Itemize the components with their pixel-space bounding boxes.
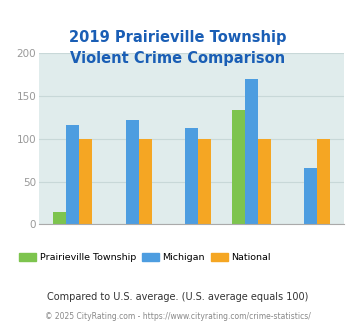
Bar [139,139,152,224]
Bar [185,128,198,224]
Legend: Prairieville Township, Michigan, National: Prairieville Township, Michigan, Nationa… [15,249,275,266]
Bar [53,212,66,224]
Text: Compared to U.S. average. (U.S. average equals 100): Compared to U.S. average. (U.S. average … [47,292,308,302]
Text: © 2025 CityRating.com - https://www.cityrating.com/crime-statistics/: © 2025 CityRating.com - https://www.city… [45,312,310,321]
Bar [304,168,317,224]
Bar [66,125,79,224]
Bar [317,139,331,224]
Bar [231,110,245,224]
Bar [79,139,92,224]
Bar [245,79,258,224]
Bar [126,120,139,224]
Bar [258,139,271,224]
Bar [198,139,211,224]
Text: 2019 Prairieville Township
Violent Crime Comparison: 2019 Prairieville Township Violent Crime… [69,30,286,66]
